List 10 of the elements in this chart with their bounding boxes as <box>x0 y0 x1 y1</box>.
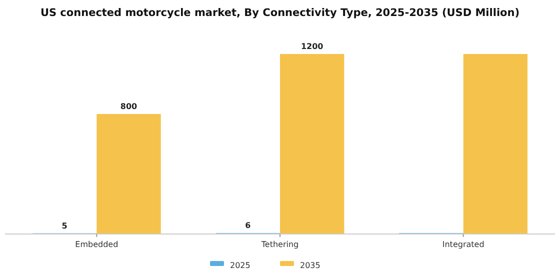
data-label: 6 <box>245 221 252 230</box>
x-tick-label: Tethering <box>260 240 299 249</box>
legend-label: 2035 <box>300 261 320 270</box>
x-tick-label: Embedded <box>75 240 118 249</box>
legend-label: 2025 <box>230 261 250 270</box>
data-label: 800 <box>120 102 138 111</box>
data-label: 1200 <box>300 42 324 51</box>
data-label: 5 <box>62 221 68 230</box>
chart-title: US connected motorcycle market, By Connectivity Type, 2025-2035 (USD Million) <box>40 7 520 19</box>
x-tick-label: Integrated <box>442 240 484 249</box>
